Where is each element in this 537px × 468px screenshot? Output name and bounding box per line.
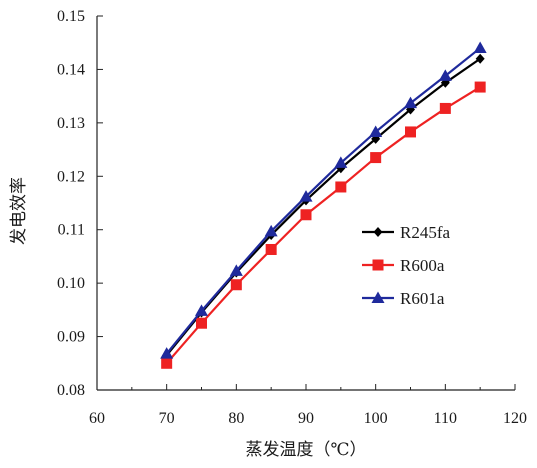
data-point <box>405 126 416 138</box>
x-axis-title: 蒸发温度（℃） <box>245 440 366 459</box>
series-r600a <box>161 81 486 369</box>
y-tick-label: 0.13 <box>57 115 85 132</box>
x-tick-label: 110 <box>434 410 457 427</box>
axes: 60 70 80 90 100 110 120 0.08 0.09 0.10 0.11 0.12 0.1… <box>57 8 527 427</box>
data-point <box>475 53 485 64</box>
data-point <box>160 347 174 359</box>
x-tick-label: 70 <box>159 410 175 427</box>
x-tick-label: 100 <box>364 410 388 427</box>
data-point <box>300 209 312 221</box>
y-tick-label: 0.10 <box>57 275 85 292</box>
series-lines <box>160 41 487 369</box>
legend-item-r245fa: R245fa <box>362 223 451 242</box>
legend-item-r601a: R601a <box>362 289 445 308</box>
series-line <box>165 47 481 355</box>
legend-label: R600a <box>400 256 445 275</box>
y-tick-label: 0.15 <box>57 8 85 25</box>
x-tick-label: 90 <box>298 410 314 427</box>
data-point <box>473 41 487 54</box>
data-point <box>196 317 207 329</box>
data-point <box>369 125 383 137</box>
y-axis-title: 发电效率 <box>9 177 28 245</box>
x-tick-label: 120 <box>503 410 527 427</box>
legend-swatch-marker <box>372 259 384 271</box>
y-tick-label: 0.14 <box>57 61 85 78</box>
data-point <box>264 224 278 237</box>
y-tick-label: 0.09 <box>57 329 85 346</box>
y-tick-label: 0.11 <box>58 222 85 239</box>
y-tick-label: 0.12 <box>57 168 85 185</box>
x-tick-label: 80 <box>228 410 244 427</box>
legend-label: R245fa <box>400 223 451 242</box>
data-point <box>439 102 451 114</box>
legend-label: R601a <box>400 289 445 308</box>
data-point <box>474 81 486 93</box>
legend-swatch-marker <box>373 227 383 237</box>
data-point <box>335 181 347 193</box>
data-point <box>299 190 313 202</box>
data-point <box>404 96 417 109</box>
data-point <box>229 264 243 276</box>
series-r601a <box>160 41 487 359</box>
data-point <box>334 156 348 168</box>
series-line <box>165 86 481 365</box>
data-point <box>265 243 277 255</box>
legend: R245fa R600a R601a <box>362 223 451 308</box>
data-point <box>161 357 173 369</box>
data-point <box>370 152 382 164</box>
legend-item-r600a: R600a <box>362 256 445 275</box>
data-point <box>230 279 242 291</box>
x-tick-label: 60 <box>89 410 105 427</box>
data-point <box>195 304 208 316</box>
data-point <box>438 69 452 81</box>
legend-swatch-marker <box>371 291 385 303</box>
y-tick-label: 0.08 <box>57 382 85 399</box>
